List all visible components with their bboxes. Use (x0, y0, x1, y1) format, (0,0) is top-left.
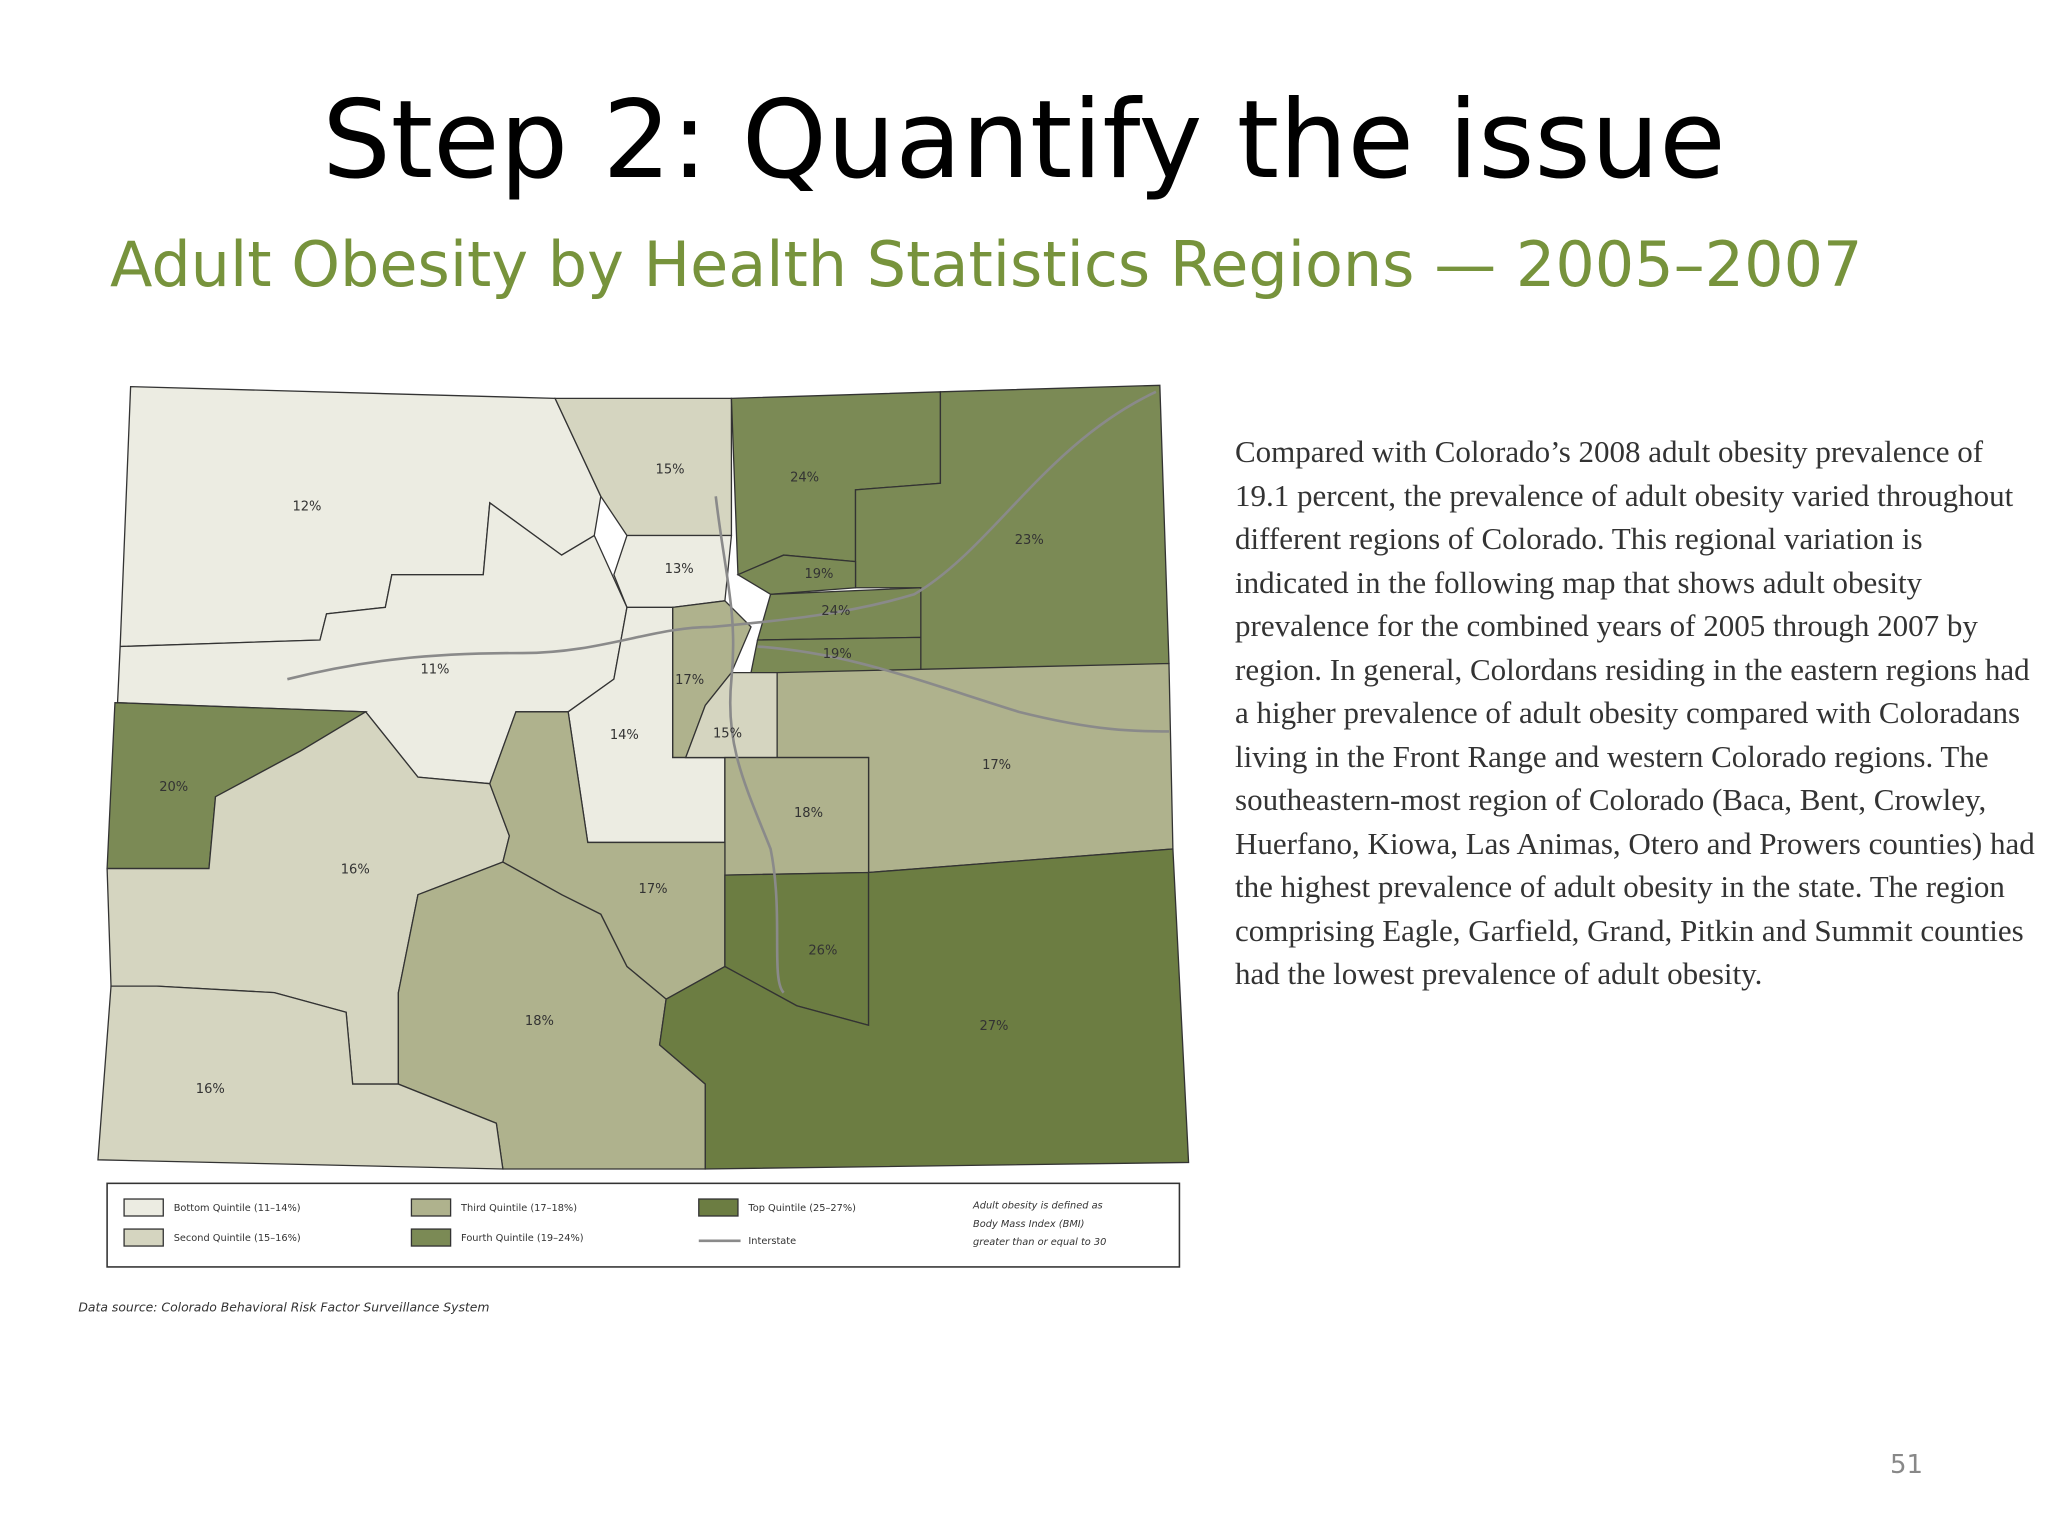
legend-box (106, 1182, 1181, 1268)
legend-label: Fourth Quintile (19–24%) (461, 1233, 584, 1244)
legend-label: Second Quintile (15–16%) (174, 1233, 301, 1244)
region-label: 17% (639, 882, 668, 897)
region-label: 16% (196, 1082, 225, 1097)
region-label: 19% (804, 567, 833, 582)
region (97, 985, 504, 1170)
region-label: 12% (292, 499, 321, 514)
legend-note: Adult obesity is defined as (972, 1201, 1103, 1212)
region-label: 18% (525, 1014, 554, 1029)
data-source: Data source: Colorado Behavioral Risk Fa… (78, 1299, 489, 1314)
legend-swatch (410, 1198, 452, 1217)
interstate (287, 390, 1157, 681)
region-label: 23% (1015, 533, 1044, 548)
region-label: 13% (665, 562, 694, 577)
region-label: 19% (823, 647, 852, 662)
region-label: 20% (159, 780, 188, 795)
region-label: 14% (610, 728, 639, 743)
region-label: 17% (675, 673, 704, 688)
region-label: 16% (341, 862, 370, 877)
region-label: 15% (656, 463, 685, 478)
region-label: 24% (790, 471, 819, 486)
interstate (714, 496, 785, 994)
legend-label: Third Quintile (17–18%) (460, 1203, 577, 1214)
legend-note: greater than or equal to 30 (973, 1237, 1106, 1248)
slide-subtitle: Adult Obesity by Health Statistics Regio… (110, 228, 1863, 301)
region-label: 15% (713, 727, 742, 742)
legend-swatch (410, 1228, 452, 1247)
page-number: 51 (1890, 1450, 1924, 1480)
regions (97, 384, 1190, 1170)
interstates (287, 390, 1169, 994)
region-label: 11% (420, 663, 449, 678)
legend-label: Interstate (748, 1236, 796, 1247)
region-label: 24% (821, 604, 850, 619)
region-labels: 12% 15% 24% 23% 13% 19% 24% 19% 11% 17% … (159, 463, 1044, 1097)
legend-label: Bottom Quintile (11–14%) (174, 1203, 301, 1214)
region-label: 18% (794, 806, 823, 821)
region (658, 848, 1190, 1170)
region-label: 27% (979, 1019, 1008, 1034)
legend-label: Top Quintile (25–27%) (747, 1203, 856, 1214)
legend: Bottom Quintile (11–14%) Second Quintile… (106, 1182, 1181, 1268)
legend-swatch (123, 1198, 164, 1217)
legend-note: Body Mass Index (BMI) (973, 1219, 1084, 1230)
legend-swatch (698, 1198, 739, 1217)
region-label: 17% (982, 758, 1011, 773)
legend-swatch (123, 1228, 164, 1247)
slide-title: Step 2: Quantify the issue (322, 78, 1726, 203)
interstate (757, 645, 1169, 733)
region-label: 26% (808, 943, 837, 958)
body-text: Compared with Colorado’s 2008 adult obes… (1235, 434, 2035, 991)
region (736, 554, 857, 595)
